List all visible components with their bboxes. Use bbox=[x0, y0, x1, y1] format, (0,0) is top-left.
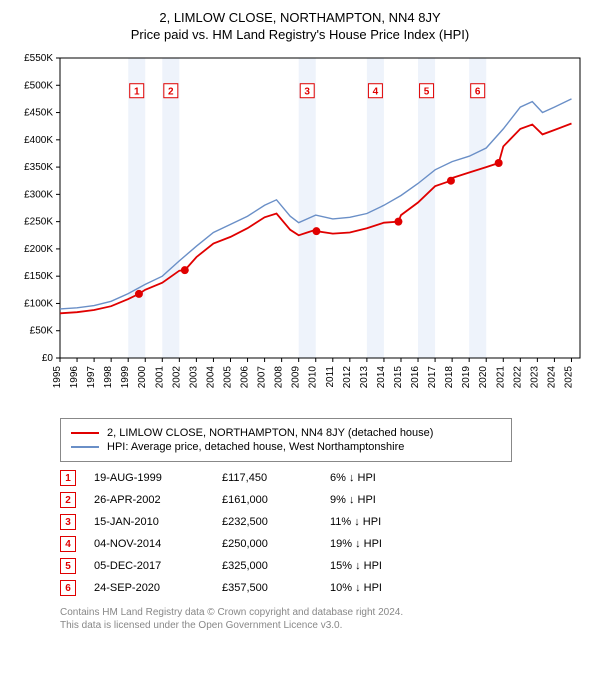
copyright: Contains HM Land Registry data © Crown c… bbox=[60, 606, 590, 632]
chart-plot: £0 £50K £100K £150K £200K £250K £300K £350K £400… bbox=[10, 48, 590, 408]
tx-price: £325,000 bbox=[222, 560, 312, 572]
tx-marker: 6 bbox=[60, 580, 76, 596]
svg-text:2005: 2005 bbox=[222, 366, 233, 389]
copyright-line: Contains HM Land Registry data © Crown c… bbox=[60, 606, 590, 619]
tx-date: 26-APR-2002 bbox=[94, 494, 204, 506]
transaction-row: 6 24-SEP-2020 £357,500 10% ↓ HPI bbox=[60, 580, 590, 596]
svg-text:2013: 2013 bbox=[359, 366, 370, 389]
svg-text:£450K: £450K bbox=[24, 108, 53, 119]
tx-price: £117,450 bbox=[222, 472, 312, 484]
svg-text:2025: 2025 bbox=[563, 366, 574, 389]
tx-pct: 9% ↓ HPI bbox=[330, 494, 440, 506]
svg-text:2: 2 bbox=[168, 87, 174, 98]
transaction-row: 3 15-JAN-2010 £232,500 11% ↓ HPI bbox=[60, 514, 590, 530]
svg-text:£50K: £50K bbox=[30, 326, 54, 337]
tx-pct: 19% ↓ HPI bbox=[330, 538, 440, 550]
svg-text:2012: 2012 bbox=[342, 366, 353, 389]
legend-label: 2, LIMLOW CLOSE, NORTHAMPTON, NN4 8JY (d… bbox=[107, 427, 433, 439]
svg-text:2021: 2021 bbox=[495, 366, 506, 389]
tx-date: 24-SEP-2020 bbox=[94, 582, 204, 594]
legend-swatch bbox=[71, 446, 99, 448]
tx-pct: 11% ↓ HPI bbox=[330, 516, 440, 528]
legend-label: HPI: Average price, detached house, West… bbox=[107, 441, 404, 453]
svg-text:£550K: £550K bbox=[24, 53, 53, 64]
svg-text:£300K: £300K bbox=[24, 189, 53, 200]
svg-text:£100K: £100K bbox=[24, 298, 53, 309]
tx-price: £232,500 bbox=[222, 516, 312, 528]
tx-date: 19-AUG-1999 bbox=[94, 472, 204, 484]
svg-text:1998: 1998 bbox=[103, 366, 114, 389]
svg-text:3: 3 bbox=[304, 87, 310, 98]
chart-container: 2, LIMLOW CLOSE, NORTHAMPTON, NN4 8JY Pr… bbox=[0, 0, 600, 642]
tx-price: £161,000 bbox=[222, 494, 312, 506]
svg-text:2002: 2002 bbox=[171, 366, 182, 389]
svg-text:2008: 2008 bbox=[274, 366, 285, 389]
legend-item: 2, LIMLOW CLOSE, NORTHAMPTON, NN4 8JY (d… bbox=[71, 427, 501, 439]
svg-text:2001: 2001 bbox=[154, 366, 165, 389]
svg-text:£400K: £400K bbox=[24, 135, 53, 146]
svg-text:2015: 2015 bbox=[393, 366, 404, 389]
svg-text:2022: 2022 bbox=[512, 366, 523, 389]
svg-text:2024: 2024 bbox=[546, 366, 557, 389]
tx-date: 04-NOV-2014 bbox=[94, 538, 204, 550]
svg-text:2011: 2011 bbox=[325, 366, 336, 388]
transaction-row: 4 04-NOV-2014 £250,000 19% ↓ HPI bbox=[60, 536, 590, 552]
transaction-row: 1 19-AUG-1999 £117,450 6% ↓ HPI bbox=[60, 470, 590, 486]
legend: 2, LIMLOW CLOSE, NORTHAMPTON, NN4 8JY (d… bbox=[60, 418, 512, 462]
svg-text:1: 1 bbox=[134, 87, 140, 98]
legend-item: HPI: Average price, detached house, West… bbox=[71, 441, 501, 453]
svg-text:5: 5 bbox=[424, 87, 430, 98]
tx-price: £357,500 bbox=[222, 582, 312, 594]
svg-text:2017: 2017 bbox=[427, 366, 438, 389]
svg-text:1996: 1996 bbox=[69, 366, 80, 389]
svg-text:2018: 2018 bbox=[444, 366, 455, 389]
tx-marker: 4 bbox=[60, 536, 76, 552]
svg-text:2014: 2014 bbox=[376, 366, 387, 389]
transaction-table: 1 19-AUG-1999 £117,450 6% ↓ HPI 2 26-APR-2002… bbox=[60, 470, 590, 596]
tx-price: £250,000 bbox=[222, 538, 312, 550]
svg-text:2019: 2019 bbox=[461, 366, 472, 389]
svg-text:2010: 2010 bbox=[308, 366, 319, 389]
svg-text:£250K: £250K bbox=[24, 217, 53, 228]
svg-text:1997: 1997 bbox=[86, 366, 97, 389]
svg-text:2023: 2023 bbox=[529, 366, 540, 389]
svg-text:2000: 2000 bbox=[137, 366, 148, 389]
tx-marker: 2 bbox=[60, 492, 76, 508]
svg-text:£500K: £500K bbox=[24, 80, 53, 91]
tx-pct: 15% ↓ HPI bbox=[330, 560, 440, 572]
tx-date: 15-JAN-2010 bbox=[94, 516, 204, 528]
svg-text:£150K: £150K bbox=[24, 271, 53, 282]
svg-text:1995: 1995 bbox=[52, 366, 63, 389]
tx-date: 05-DEC-2017 bbox=[94, 560, 204, 572]
svg-text:2016: 2016 bbox=[410, 366, 421, 389]
svg-text:2009: 2009 bbox=[291, 366, 302, 389]
svg-text:2006: 2006 bbox=[240, 366, 251, 389]
tx-pct: 6% ↓ HPI bbox=[330, 472, 440, 484]
svg-text:2007: 2007 bbox=[257, 366, 268, 389]
tx-marker: 1 bbox=[60, 470, 76, 486]
chart-title-address: 2, LIMLOW CLOSE, NORTHAMPTON, NN4 8JY bbox=[10, 10, 590, 25]
svg-text:2020: 2020 bbox=[478, 366, 489, 389]
copyright-line: This data is licensed under the Open Gov… bbox=[60, 619, 590, 632]
legend-swatch bbox=[71, 432, 99, 434]
transaction-row: 2 26-APR-2002 £161,000 9% ↓ HPI bbox=[60, 492, 590, 508]
tx-marker: 5 bbox=[60, 558, 76, 574]
chart-title-desc: Price paid vs. HM Land Registry's House … bbox=[10, 27, 590, 42]
svg-text:£200K: £200K bbox=[24, 244, 53, 255]
tx-pct: 10% ↓ HPI bbox=[330, 582, 440, 594]
svg-text:£0: £0 bbox=[42, 353, 54, 364]
transaction-row: 5 05-DEC-2017 £325,000 15% ↓ HPI bbox=[60, 558, 590, 574]
svg-text:2003: 2003 bbox=[188, 366, 199, 389]
svg-text:1999: 1999 bbox=[120, 366, 131, 389]
svg-text:£350K: £350K bbox=[24, 162, 53, 173]
tx-marker: 3 bbox=[60, 514, 76, 530]
svg-text:4: 4 bbox=[373, 87, 379, 98]
svg-text:2004: 2004 bbox=[205, 366, 216, 389]
svg-text:6: 6 bbox=[475, 87, 481, 98]
